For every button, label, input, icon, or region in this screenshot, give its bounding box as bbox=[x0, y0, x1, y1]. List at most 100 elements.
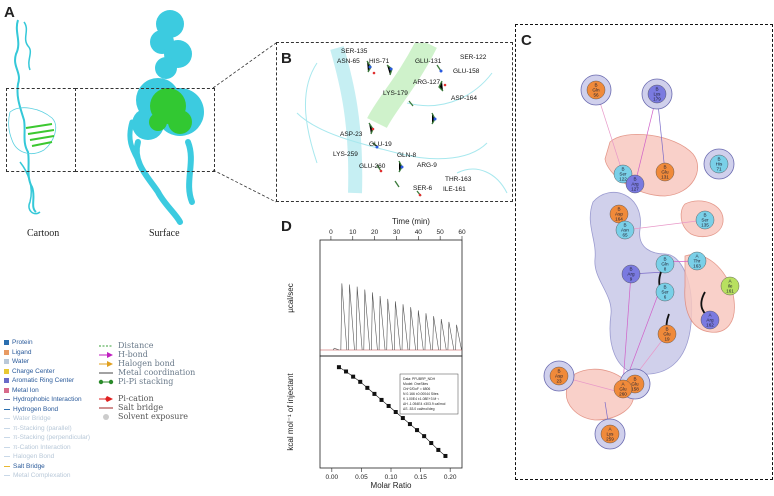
node-res: Ser bbox=[701, 218, 709, 223]
panel-b-label: B bbox=[281, 50, 292, 67]
legend-mid-item: Pi-cation bbox=[98, 394, 268, 403]
node-chain: B bbox=[663, 257, 666, 262]
node-num: 162 bbox=[706, 323, 714, 328]
node-num: 23 bbox=[556, 379, 562, 384]
injection-peak bbox=[340, 283, 348, 351]
node-chain: B bbox=[629, 267, 632, 272]
data-point bbox=[443, 453, 448, 458]
legend-left-text: π-Stacking (perpendicular) bbox=[13, 434, 91, 441]
node-num: 6 bbox=[664, 295, 667, 300]
legend-left-item: Ligand bbox=[4, 348, 96, 358]
injection-peak bbox=[332, 347, 340, 351]
injection-peak bbox=[447, 321, 455, 351]
panel-c-frame bbox=[515, 24, 773, 480]
legend-mid-text: Metal coordination bbox=[118, 368, 196, 377]
injection-peak bbox=[394, 301, 401, 351]
node-num: 164 bbox=[615, 217, 623, 222]
legend-mid-icon bbox=[98, 369, 114, 377]
bottom-tick-label: 0.10 bbox=[385, 474, 398, 481]
legend-left-text: π-Stacking (parallel) bbox=[13, 424, 72, 432]
node-chain: B bbox=[717, 157, 720, 162]
residue-label: GLU-260 bbox=[359, 163, 386, 170]
node-res: Asp bbox=[615, 212, 623, 217]
bond-legend: Distance H-bond Halogen bond Metal coordina… bbox=[98, 341, 268, 421]
legend-mid-item: Distance bbox=[98, 341, 268, 350]
node-chain: B bbox=[621, 167, 624, 172]
legend-left-item: Aromatic Ring Center bbox=[4, 376, 96, 386]
legend-mid-item: Solvent exposure bbox=[98, 412, 268, 421]
injection-peak bbox=[409, 307, 416, 351]
node-num: 71 bbox=[716, 167, 722, 172]
legend-left-text: Ligand bbox=[12, 348, 32, 356]
node-num: 161 bbox=[726, 289, 734, 294]
node-res: Arg bbox=[627, 272, 635, 277]
legend-square-swatch bbox=[4, 378, 9, 384]
legend-mid-item: H-bond bbox=[98, 350, 268, 359]
legend-line-swatch bbox=[4, 399, 10, 401]
node-chain: B bbox=[633, 177, 636, 182]
node-num: 19 bbox=[664, 337, 670, 342]
node-res: Asn bbox=[621, 228, 629, 233]
legend-mid-icon bbox=[98, 360, 114, 368]
legend-mid-icon bbox=[98, 342, 114, 350]
residue-label: ASN-65 bbox=[337, 58, 360, 65]
node-chain: B bbox=[623, 223, 626, 228]
legend-left-item: Metal Ion bbox=[4, 386, 96, 396]
injection-peak bbox=[363, 289, 371, 351]
node-res: Ser bbox=[619, 172, 627, 177]
node-res: Glu bbox=[663, 332, 671, 337]
legend-left-item: Metal Complexation bbox=[4, 471, 96, 481]
node-chain: B bbox=[655, 87, 658, 92]
top-ylabel: µcal/sec bbox=[286, 283, 295, 313]
residue-label: GLN-8 bbox=[397, 152, 417, 159]
legend-line-swatch bbox=[4, 418, 10, 420]
fit-result-line: N 0.166 ±0.00044 Sites bbox=[403, 392, 439, 396]
node-chain: B bbox=[633, 377, 636, 382]
residue-label: GLU-19 bbox=[369, 141, 392, 148]
residue-label: GLU-131 bbox=[415, 58, 442, 65]
cartoon-caption: Cartoon bbox=[27, 228, 60, 239]
node-num: 163 bbox=[693, 264, 701, 269]
top-tick-label: 20 bbox=[371, 229, 379, 236]
fit-result-line: ΔS -53.0 cal/mol/deg bbox=[403, 407, 435, 411]
fit-result-line: ΔH -1.054E4 ±303.9 cal/mol bbox=[403, 402, 446, 406]
residue-label: ARG-9 bbox=[417, 162, 437, 169]
legend-mid-item: Halogen bond bbox=[98, 359, 268, 368]
node-res: Glu bbox=[661, 170, 669, 175]
node-chain: A bbox=[695, 254, 699, 259]
legend-line-swatch bbox=[4, 446, 10, 448]
legend-mid-icon bbox=[98, 351, 114, 359]
interaction-legend: Protein Ligand Water Charge Center Aromatic … bbox=[4, 338, 96, 481]
residue-label: GLU-158 bbox=[453, 68, 480, 75]
legend-left-text: Aromatic Ring Center bbox=[12, 377, 75, 384]
node-res: Ser bbox=[661, 290, 669, 295]
panel-b-frame: SER-135 ASN-65 HIS-71 GLU-131 SER-122 GL… bbox=[276, 42, 513, 202]
injection-peak bbox=[386, 298, 394, 351]
legend-left-text: Protein bbox=[12, 339, 33, 346]
node-chain: A bbox=[708, 313, 712, 318]
legend-left-text: Water Bridge bbox=[13, 415, 51, 422]
node-chain: B bbox=[617, 207, 620, 212]
cartoon-zoom-box bbox=[6, 88, 76, 172]
node-res: Ile bbox=[728, 284, 733, 289]
bottom-tick-label: 0.15 bbox=[414, 474, 427, 481]
legend-left-text: Hydrogen Bond bbox=[13, 405, 59, 413]
cartoon-structure bbox=[8, 19, 57, 215]
legend-left-item: Water Bridge bbox=[4, 414, 96, 424]
legend-left-item: Water bbox=[4, 357, 96, 367]
legend-line-swatch bbox=[4, 475, 10, 477]
top-tick-label: 50 bbox=[437, 229, 445, 236]
injection-peak bbox=[355, 286, 363, 351]
node-num: 259 bbox=[606, 437, 614, 442]
legend-line-swatch bbox=[4, 408, 10, 410]
